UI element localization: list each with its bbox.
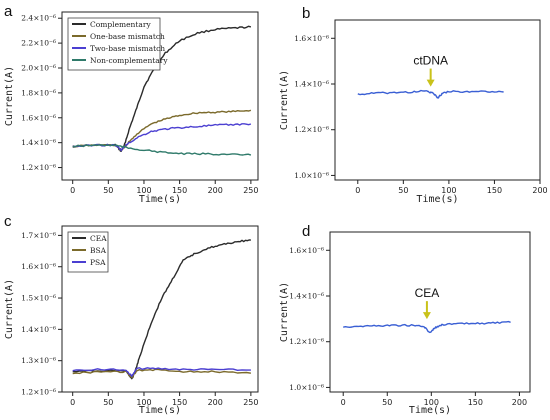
x-tick-label: 200 <box>512 398 527 407</box>
y-tick-label: 1.3×10⁻⁶ <box>21 356 56 365</box>
annotation-label: CEA <box>415 286 440 300</box>
x-tick-label: 100 <box>136 186 151 195</box>
y-axis-label: Current(A) <box>4 66 15 126</box>
y-tick-label: 1.2×10⁻⁶ <box>289 337 324 346</box>
y-tick-label: 1.4×10⁻⁶ <box>21 325 56 334</box>
y-tick-label: 1.2×10⁻⁶ <box>21 163 56 172</box>
panel-label-d: d <box>302 223 310 240</box>
y-tick-label: 1.4×10⁻⁶ <box>294 80 329 89</box>
y-tick-label: 1.6×10⁻⁶ <box>289 246 324 255</box>
legend-box <box>67 17 161 71</box>
annotation-arrow-head <box>426 79 435 87</box>
legend-entry: BSA <box>90 246 107 255</box>
y-axis-label: Current(A) <box>279 70 290 130</box>
x-tick-label: 100 <box>441 186 456 195</box>
x-tick-label: 250 <box>243 186 258 195</box>
x-tick-label: 50 <box>103 398 113 407</box>
series-line-non-complementary <box>72 144 252 156</box>
x-tick-label: 0 <box>341 398 346 407</box>
x-tick-label: 100 <box>136 398 151 407</box>
series-line-bsa <box>72 368 252 379</box>
legend-entry: Complementary <box>90 20 151 29</box>
x-tick-label: 250 <box>243 398 258 407</box>
y-tick-label: 1.4×10⁻⁶ <box>21 138 56 147</box>
y-tick-label: 1.4×10⁻⁶ <box>289 292 324 301</box>
series-line-signal <box>357 89 504 99</box>
legend-entry: Two-base mismatch <box>90 44 165 53</box>
y-tick-label: 1.6×10⁻⁶ <box>21 262 56 271</box>
annotation-label: ctDNA <box>413 54 448 68</box>
series-line-signal <box>343 320 511 334</box>
x-tick-label: 50 <box>103 186 113 195</box>
y-tick-label: 2.0×10⁻⁶ <box>21 64 56 73</box>
legend-entry: CEA <box>90 234 107 243</box>
x-axis-label: Time(s) <box>139 405 181 416</box>
panel-c: c 0 50 100 150 200 250 1.2×10⁻⁶ 1.3×10⁻⁶ 1.4×10⁻⁶… <box>4 213 259 416</box>
plot-frame <box>334 19 541 181</box>
y-tick-label: 1.0×10⁻⁶ <box>294 171 329 180</box>
x-tick-label: 50 <box>398 186 408 195</box>
x-tick-label: 0 <box>70 398 75 407</box>
x-axis-label: Time(s) <box>139 194 181 205</box>
y-axis-label: Current(A) <box>4 279 15 339</box>
x-tick-label: 150 <box>487 186 502 195</box>
y-tick-label: 1.0×10⁻⁶ <box>289 383 324 392</box>
panel-b: b 0 50 100 150 200 1.0×10⁻⁶ 1.2×10⁻⁶ 1.4×10⁻⁶ 1.6… <box>279 5 548 205</box>
x-tick-label: 0 <box>355 186 360 195</box>
panel-a: a 0 50 100 150 200 250 1.2×10⁻⁶ 1.4×10⁻⁶ 1.6×10⁻⁶… <box>4 3 259 205</box>
annotation-arrow-head <box>422 312 431 320</box>
x-tick-label: 200 <box>208 186 223 195</box>
x-tick-label: 50 <box>382 398 392 407</box>
x-tick-label: 0 <box>70 186 75 195</box>
x-tick-label: 150 <box>468 398 483 407</box>
legend-entry: PSA <box>90 258 106 267</box>
plot-frame <box>329 231 531 393</box>
y-tick-label: 1.6×10⁻⁶ <box>294 34 329 43</box>
series-line-two-base-mismatch <box>72 123 252 152</box>
y-tick-label: 1.6×10⁻⁶ <box>21 113 56 122</box>
panel-label-b: b <box>302 5 310 22</box>
plot-frame <box>61 11 259 181</box>
x-tick-label: 150 <box>172 186 187 195</box>
legend-entry: One-base mismatch <box>90 32 165 41</box>
x-tick-label: 200 <box>208 398 223 407</box>
y-tick-label: 1.2×10⁻⁶ <box>21 388 56 397</box>
x-axis-label: Time(s) <box>409 405 451 416</box>
y-tick-label: 1.2×10⁻⁶ <box>294 125 329 134</box>
y-axis-label: Current(A) <box>279 282 290 342</box>
legend-entry: Non-complementary <box>90 56 168 65</box>
panel-d: d 0 50 100 150 200 1.0×10⁻⁶ 1.2×10⁻⁶ 1.4×10⁻⁶ 1.6… <box>279 223 531 416</box>
y-tick-label: 1.5×10⁻⁶ <box>21 294 56 303</box>
x-tick-label: 150 <box>172 398 187 407</box>
x-tick-label: 100 <box>424 398 439 407</box>
y-tick-label: 2.2×10⁻⁶ <box>21 39 56 48</box>
series-line-psa <box>72 367 251 377</box>
y-tick-label: 1.8×10⁻⁶ <box>21 88 56 97</box>
plot-frame <box>61 225 259 393</box>
y-tick-label: 2.4×10⁻⁶ <box>21 14 56 23</box>
y-tick-label: 1.7×10⁻⁶ <box>21 231 56 240</box>
panel-label-c: c <box>4 213 12 230</box>
x-tick-label: 200 <box>532 186 547 195</box>
x-axis-label: Time(s) <box>416 194 458 205</box>
panel-label-a: a <box>4 3 13 20</box>
